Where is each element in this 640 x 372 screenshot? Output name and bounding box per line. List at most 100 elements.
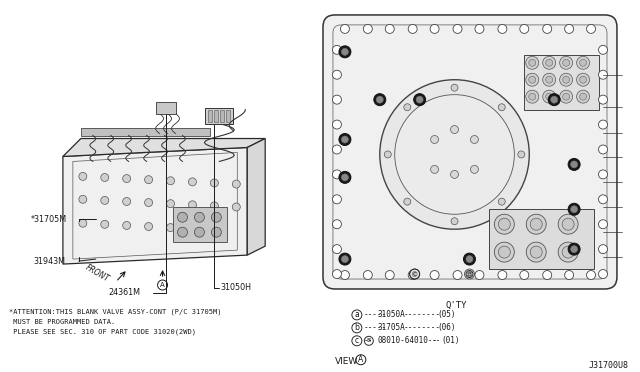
Circle shape [580,76,587,83]
Bar [524,55,599,110]
Circle shape [526,214,546,234]
Text: -----: ----- [364,323,387,332]
Circle shape [559,90,573,103]
Circle shape [195,227,204,237]
Circle shape [145,176,152,184]
FancyBboxPatch shape [323,15,617,289]
Circle shape [123,221,131,230]
Bar [227,110,230,122]
Circle shape [100,220,109,228]
Circle shape [166,200,175,208]
Circle shape [339,253,351,265]
Circle shape [430,25,439,33]
Circle shape [79,195,87,203]
Text: c: c [413,271,417,277]
Circle shape [410,269,420,279]
Circle shape [559,56,573,69]
Polygon shape [247,138,265,255]
Text: 31705A: 31705A [378,323,406,332]
Text: MUST BE PROGRAMMED DATA.: MUST BE PROGRAMMED DATA. [9,319,115,325]
Circle shape [332,245,341,254]
Circle shape [563,59,570,66]
Text: b: b [355,323,359,332]
Text: --------: -------- [404,310,441,320]
Circle shape [340,270,349,279]
Circle shape [598,120,607,129]
Circle shape [339,171,351,183]
Circle shape [571,206,577,213]
Circle shape [529,93,536,100]
Text: A: A [160,282,165,288]
Circle shape [100,173,109,182]
Circle shape [341,136,348,143]
Circle shape [580,59,587,66]
Circle shape [571,246,577,253]
Text: Q'TY: Q'TY [446,301,467,310]
Text: 31050H: 31050H [220,283,252,292]
Circle shape [580,93,587,100]
Circle shape [123,174,131,183]
Circle shape [451,218,458,225]
Circle shape [577,73,589,86]
Text: a: a [355,310,359,320]
Circle shape [498,270,507,279]
Circle shape [543,73,556,86]
Circle shape [79,219,87,227]
Circle shape [466,256,473,263]
Circle shape [563,93,570,100]
Circle shape [563,76,570,83]
Text: B: B [468,272,471,276]
Text: (05): (05) [438,310,456,320]
Circle shape [395,94,515,214]
Circle shape [499,198,505,205]
Circle shape [211,179,218,187]
Text: --: -- [431,336,441,345]
Circle shape [451,126,458,134]
Circle shape [550,96,557,103]
Circle shape [475,25,484,33]
Circle shape [559,73,573,86]
Circle shape [188,178,196,186]
Circle shape [166,224,175,232]
Circle shape [571,161,577,168]
Text: PLEASE SEE SEC. 310 OF PART CODE 31020(2WD): PLEASE SEE SEC. 310 OF PART CODE 31020(2… [9,329,196,335]
Circle shape [558,242,578,262]
Circle shape [568,203,580,215]
Circle shape [339,46,351,58]
Circle shape [339,134,351,145]
Circle shape [526,90,539,103]
Circle shape [408,25,417,33]
Circle shape [598,95,607,104]
Circle shape [232,180,240,188]
Circle shape [340,25,349,33]
Text: 31050A: 31050A [378,310,406,320]
Circle shape [598,45,607,54]
Circle shape [431,166,438,173]
Circle shape [546,59,553,66]
Circle shape [332,145,341,154]
Bar [156,102,175,113]
Circle shape [598,270,607,279]
Circle shape [412,272,417,276]
Circle shape [408,270,417,279]
Circle shape [558,214,578,234]
Circle shape [598,145,607,154]
Circle shape [562,246,574,258]
Circle shape [587,25,596,33]
Text: *31705M: *31705M [31,215,67,224]
Circle shape [529,76,536,83]
Circle shape [332,70,341,79]
Circle shape [494,242,515,262]
Circle shape [451,84,458,91]
Circle shape [211,226,218,234]
Bar [490,209,594,269]
Circle shape [598,245,607,254]
Circle shape [562,218,574,230]
Circle shape [188,225,196,232]
Text: 08010-64010--: 08010-64010-- [378,336,438,345]
Circle shape [166,177,175,185]
Circle shape [520,25,529,33]
Circle shape [598,195,607,204]
Circle shape [430,270,439,279]
Circle shape [526,73,539,86]
